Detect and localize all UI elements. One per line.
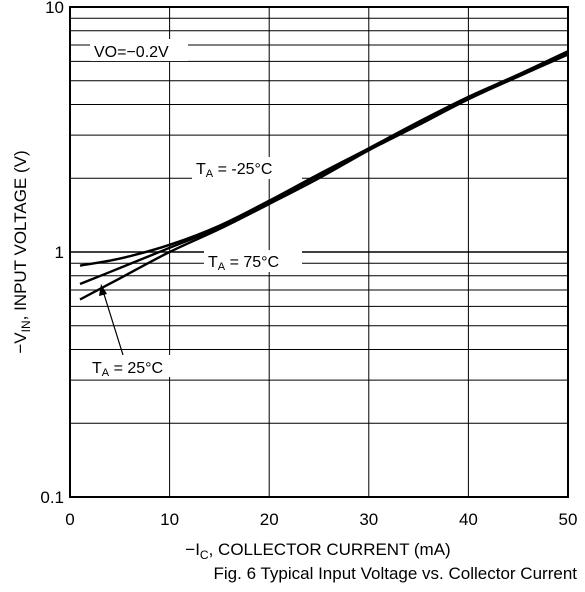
figure-caption: Fig. 6 Typical Input Voltage vs. Collect… [0,564,585,584]
tick-labels: 0 10 20 30 40 50 0.1 1 10 [40,0,577,529]
x-tick-label: 20 [260,510,279,529]
annotation-ta-25-main: T [92,360,102,377]
annotation-ta-75-main: T [208,254,218,271]
y-tick-label: 10 [45,0,64,17]
y-axis-label: −VIN, INPUT VOLTAGE (V) [11,150,33,353]
annotation-ta-25: TA = 25°C [88,284,188,379]
annotation-ta-m25-sub: A [206,168,214,180]
x-tick-label: 50 [559,510,578,529]
annotation-ta-25-arrow-line [102,290,124,356]
annotation-ta-25-sub: A [102,367,110,379]
y-tick-label: 0.1 [40,488,64,507]
y-axis-label-main: −V [11,332,30,354]
figure-caption-text: Fig. 6 Typical Input Voltage vs. Collect… [213,564,577,583]
annotation-ta-75-sub: A [218,261,226,273]
plot-frame [69,6,569,498]
x-axis-label-rest: , COLLECTOR CURRENT (mA) [209,540,451,559]
svg-text:TA = 25°C: TA = 25°C [92,360,163,379]
annotation-ta-m25-main: T [196,161,206,178]
svg-text:TA = -25°C: TA = -25°C [196,161,272,180]
curves [79,50,569,301]
x-tick-label: 40 [459,510,478,529]
series-line-2 [79,50,569,267]
annotation-ta-25-rest: = 25°C [109,360,163,377]
x-tick-label: 0 [65,510,74,529]
y-axis-label-sub: IN [19,320,33,332]
annotation-vo-text: VO=−0.2V [94,44,169,61]
x-axis-label-sub: C [200,548,209,562]
annotation-ta-25-arrow-head [99,284,107,296]
x-axis-label: −IC, COLLECTOR CURRENT (mA) [185,540,450,562]
annotation-ta-m25-rest: = -25°C [213,161,272,178]
annotation-ta-75-rest: = 75°C [225,254,279,271]
x-axis-label-main: −I [185,540,200,559]
svg-text:TA = 75°C: TA = 75°C [208,254,279,273]
annotation-ta-75: TA = 75°C [204,250,302,273]
y-axis-label-rest: , INPUT VOLTAGE (V) [11,150,30,320]
x-tick-label: 10 [160,510,179,529]
annotation-vo: VO=−0.2V [90,39,188,61]
annotation-ta-m25: TA = -25°C [192,157,302,180]
x-tick-label: 30 [359,510,378,529]
y-tick-label: 1 [55,243,64,262]
